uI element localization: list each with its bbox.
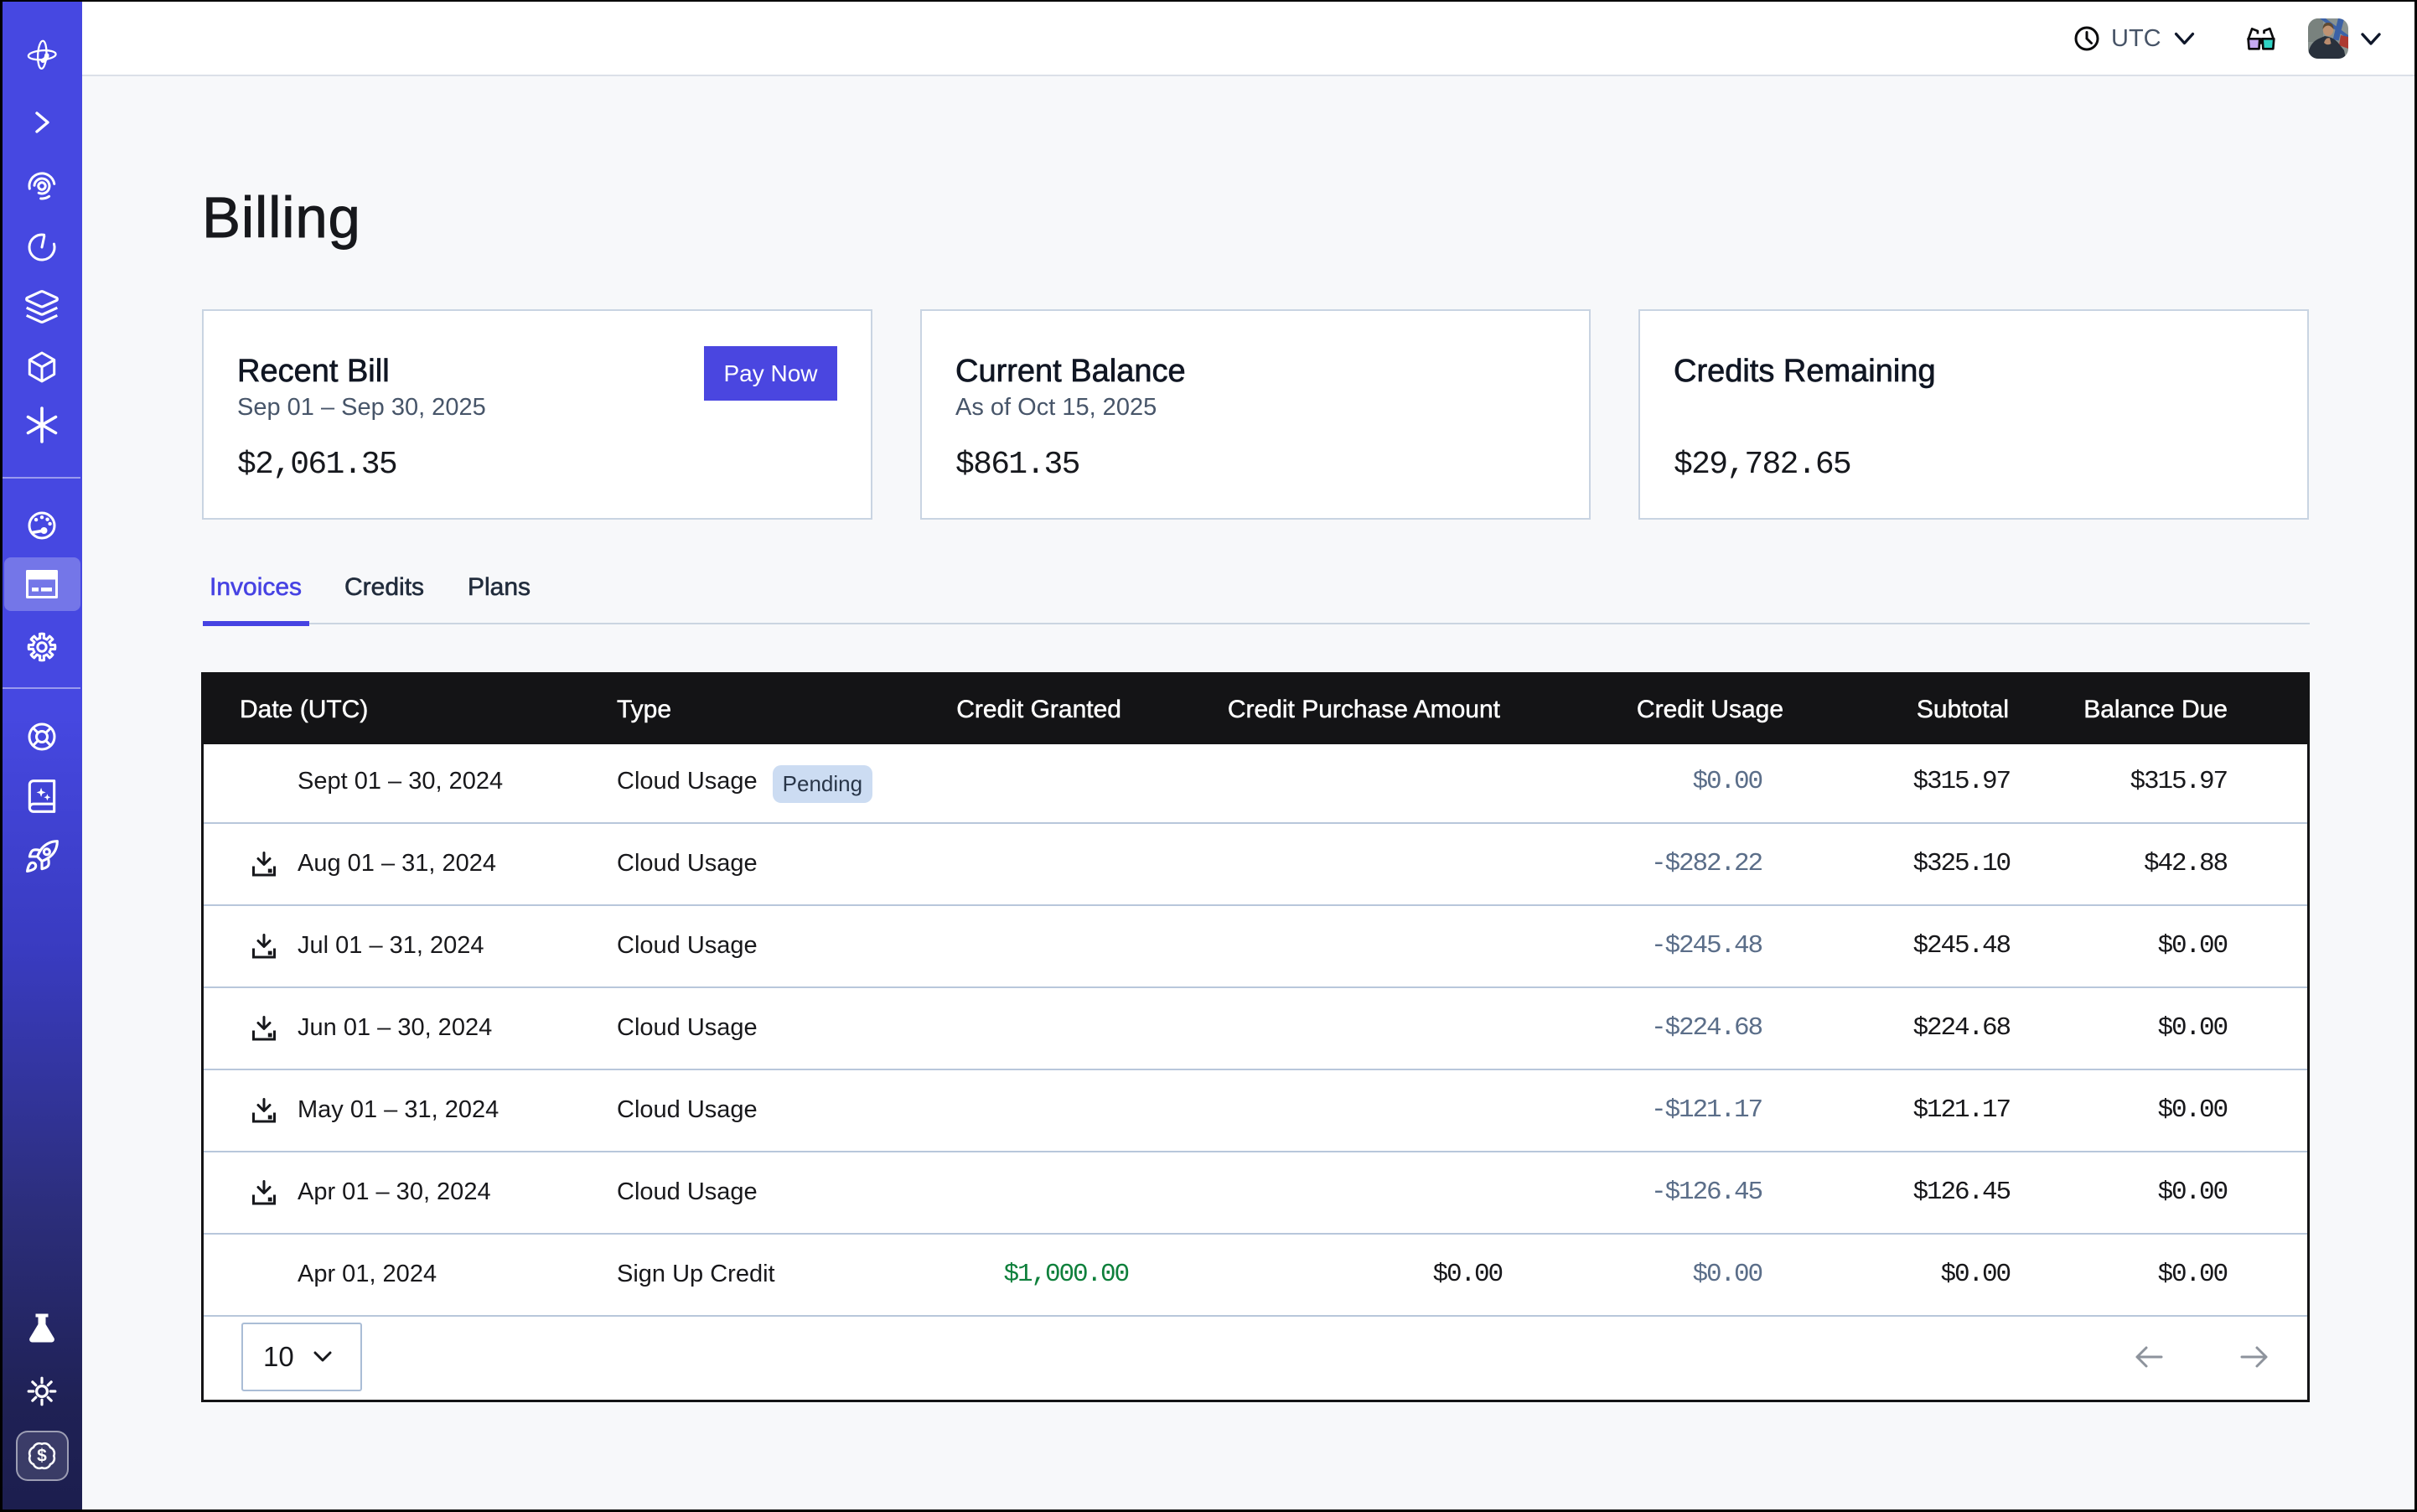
svg-text:$: $ [37, 1447, 47, 1466]
